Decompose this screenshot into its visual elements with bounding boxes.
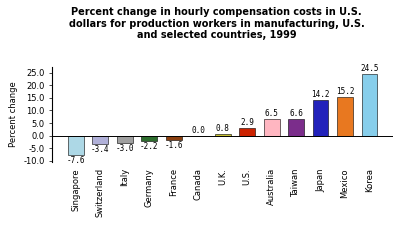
Text: 0.0: 0.0 xyxy=(191,125,205,134)
Text: -3.0: -3.0 xyxy=(115,144,134,153)
Text: -7.6: -7.6 xyxy=(66,156,85,164)
Text: -3.4: -3.4 xyxy=(91,145,109,154)
Bar xyxy=(68,135,83,154)
Text: 15.2: 15.2 xyxy=(336,87,354,96)
Bar xyxy=(215,134,231,135)
Text: 6.5: 6.5 xyxy=(265,109,278,118)
Bar xyxy=(166,135,182,139)
Text: 14.2: 14.2 xyxy=(311,90,330,99)
Text: 24.5: 24.5 xyxy=(360,64,379,73)
Bar xyxy=(117,135,133,143)
Text: Percent change in hourly compensation costs in U.S.
dollars for production worke: Percent change in hourly compensation co… xyxy=(69,7,365,40)
Bar xyxy=(141,135,157,141)
Bar xyxy=(337,97,353,135)
Bar xyxy=(362,74,377,135)
Text: -2.2: -2.2 xyxy=(140,142,158,151)
Bar xyxy=(312,100,328,135)
Bar xyxy=(239,128,255,135)
Bar xyxy=(288,119,304,135)
Text: -1.6: -1.6 xyxy=(164,141,183,149)
Bar xyxy=(263,119,279,135)
Text: 0.8: 0.8 xyxy=(216,124,229,133)
Text: 2.9: 2.9 xyxy=(240,118,254,127)
Bar xyxy=(92,135,108,144)
Text: 6.6: 6.6 xyxy=(289,109,303,118)
Y-axis label: Percent change: Percent change xyxy=(8,81,18,147)
